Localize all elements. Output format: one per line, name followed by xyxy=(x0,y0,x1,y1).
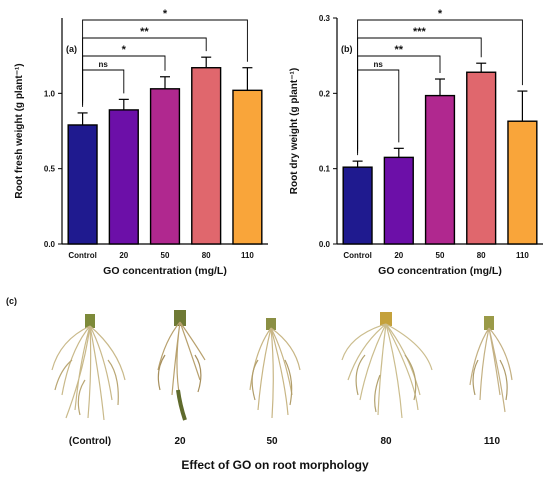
significance-label: ** xyxy=(140,26,149,38)
x-tick-label: 110 xyxy=(241,251,254,260)
x-tick-label: 110 xyxy=(516,251,529,260)
root-image-110 xyxy=(469,316,513,413)
x-tick-label: Control xyxy=(68,251,96,260)
significance-label: ns xyxy=(99,60,109,69)
bar-50 xyxy=(149,88,181,245)
y-axis-label: Root fresh weight (g plant⁻¹) xyxy=(14,63,25,198)
y-tick-label: 0.3 xyxy=(319,14,331,23)
root-image-80 xyxy=(341,312,433,419)
significance-label: *** xyxy=(413,26,427,38)
bar-20 xyxy=(383,156,414,245)
panel-c-label: (c) xyxy=(6,296,17,306)
significance-label: * xyxy=(163,8,168,20)
bar-110 xyxy=(232,89,263,245)
x-tick-label: 20 xyxy=(119,251,128,260)
panel-label: (b) xyxy=(341,44,353,54)
root-image-50 xyxy=(249,318,301,419)
bar-80 xyxy=(466,71,497,245)
y-tick-label: 0.0 xyxy=(44,240,56,249)
x-tick-label: 50 xyxy=(161,251,170,260)
significance-bracket xyxy=(82,37,207,103)
y-tick-label: 0.1 xyxy=(319,165,331,174)
x-axis-label: GO concentration (mg/L) xyxy=(103,265,227,277)
panel-label: (a) xyxy=(66,44,77,54)
root-label-110: 110 xyxy=(483,436,501,447)
root-label-control: (Control) xyxy=(68,436,112,447)
significance-label: ** xyxy=(395,44,404,56)
significance-bracket xyxy=(357,69,400,156)
bar-80 xyxy=(191,67,222,245)
y-axis-label: Root dry weight (g plant⁻¹) xyxy=(289,68,300,194)
significance-bracket xyxy=(357,19,523,150)
root-label-50: 50 xyxy=(266,436,278,447)
significance-bracket xyxy=(357,37,482,152)
bar-control xyxy=(67,124,98,245)
bar-110 xyxy=(507,120,538,245)
significance-bracket xyxy=(82,19,248,101)
chart-dry-weight: (b) 0.0 0.1 0.2 0.3 Root dry weight (g plant⁻… xyxy=(289,8,543,277)
root-image-control xyxy=(51,314,126,421)
bar-20 xyxy=(108,109,139,245)
x-tick-label: 20 xyxy=(394,251,403,260)
significance-label: * xyxy=(438,8,443,20)
x-tick-label: Control xyxy=(343,251,371,260)
x-tick-label: 80 xyxy=(477,251,486,260)
x-tick-label: 80 xyxy=(202,251,211,260)
y-tick-label: 0.5 xyxy=(44,165,56,174)
significance-label: ns xyxy=(374,60,384,69)
bar-control xyxy=(342,166,373,245)
x-tick-label: 50 xyxy=(436,251,445,260)
bar-50 xyxy=(424,94,456,245)
root-image-20 xyxy=(157,310,206,421)
figure-caption: Effect of GO on root morphology xyxy=(181,458,369,472)
root-photos xyxy=(51,310,513,421)
root-label-20: 20 xyxy=(174,436,186,447)
significance-bracket xyxy=(82,69,125,107)
root-label-80: 80 xyxy=(380,436,392,447)
y-tick-label: 0.2 xyxy=(319,89,331,98)
y-tick-label: 0.0 xyxy=(319,240,331,249)
x-axis-label: GO concentration (mg/L) xyxy=(378,265,502,277)
significance-label: * xyxy=(122,44,127,56)
y-tick-label: 1.0 xyxy=(44,89,56,98)
chart-fresh-weight: (a) 0.0 0.5 1.0 Root fresh weight (g plant⁻¹… xyxy=(14,8,268,277)
